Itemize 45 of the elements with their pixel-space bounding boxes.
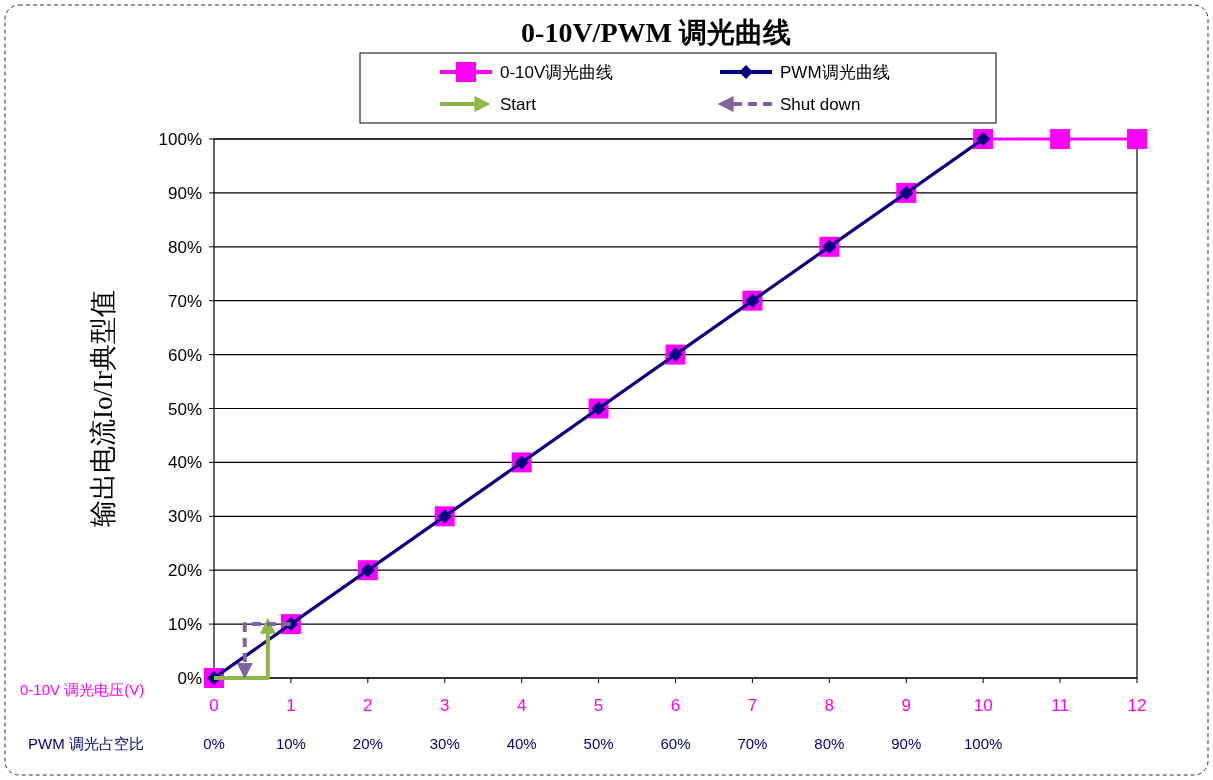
chart-title: 0-10V/PWM 调光曲线 — [521, 17, 791, 48]
x2-tick-label: 10% — [275, 735, 306, 752]
x2-axis-title: PWM 调光占空比 — [28, 735, 144, 752]
y-tick-label: 40% — [167, 453, 202, 473]
y-tick-label: 20% — [167, 561, 202, 581]
x-tick-label: 0 — [209, 696, 219, 715]
legend-label: PWM调光曲线 — [780, 63, 890, 82]
legend-label: Shut down — [780, 95, 861, 114]
x2-tick-label: 80% — [814, 735, 845, 752]
x2-tick-label: 20% — [352, 735, 383, 752]
x-tick-label: 7 — [747, 696, 758, 715]
point — [1050, 129, 1071, 149]
x-tick-label: 11 — [1051, 696, 1069, 715]
y-tick-label: 10% — [167, 615, 202, 635]
x-tick-label: 9 — [901, 696, 911, 715]
x-tick-label: 8 — [824, 696, 835, 715]
x-tick-label: 12 — [1127, 696, 1147, 715]
x2-tick-label: 0% — [203, 735, 225, 752]
legend-label: Start — [500, 95, 537, 114]
x2-tick-label: 40% — [506, 735, 537, 752]
y-tick-label: 0% — [177, 669, 202, 688]
y-tick-label: 100% — [158, 130, 202, 149]
x-axis-title: 0-10V 调光电压(V) — [20, 681, 145, 698]
x2-tick-label: 50% — [583, 735, 614, 752]
x2-tick-label: 30% — [429, 735, 460, 752]
y-tick-label: 80% — [167, 237, 202, 257]
y-tick-label: 90% — [167, 183, 202, 203]
x-tick-label: 1 — [286, 696, 296, 715]
y-tick-label: 70% — [167, 291, 202, 311]
x-tick-label: 10 — [973, 696, 993, 715]
x2-tick-label: 100% — [963, 735, 1003, 752]
x2-tick-label: 60% — [660, 735, 691, 752]
x-tick-label: 5 — [593, 696, 604, 715]
x-tick-label: 4 — [516, 696, 527, 715]
x-tick-label: 6 — [670, 696, 681, 715]
x2-tick-label: 90% — [891, 735, 922, 752]
y-tick-label: 50% — [167, 399, 202, 419]
y-axis-title: 输出电流Io/Ir典型值 — [88, 290, 118, 527]
y-tick-label: 60% — [167, 345, 202, 365]
x-tick-label: 2 — [363, 696, 373, 715]
legend-label: 0-10V调光曲线 — [500, 63, 614, 82]
y-tick-label: 30% — [167, 507, 202, 527]
x2-tick-label: 70% — [737, 735, 768, 752]
x-tick-label: 3 — [440, 696, 450, 715]
point — [1127, 129, 1147, 149]
